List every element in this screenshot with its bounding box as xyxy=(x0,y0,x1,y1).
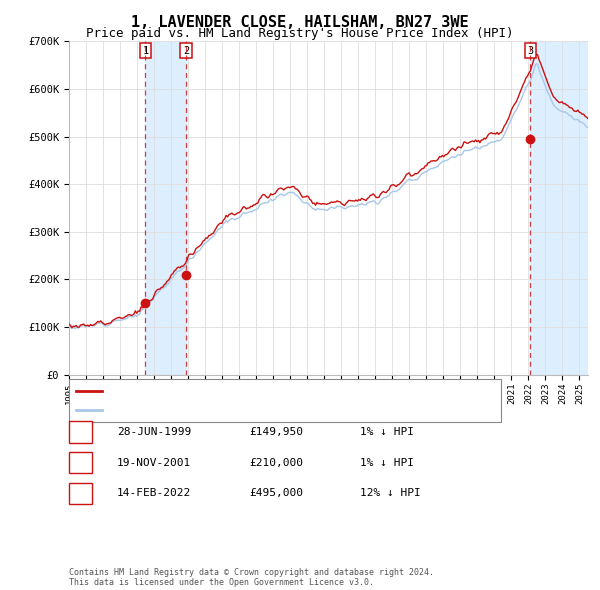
Bar xyxy=(530,41,588,375)
Text: Price paid vs. HM Land Registry's House Price Index (HPI): Price paid vs. HM Land Registry's House … xyxy=(86,27,514,40)
Text: 2: 2 xyxy=(77,458,84,467)
Text: 2: 2 xyxy=(183,46,189,56)
Text: 28-JUN-1999: 28-JUN-1999 xyxy=(117,427,191,437)
Text: 19-NOV-2001: 19-NOV-2001 xyxy=(117,458,191,467)
Text: £210,000: £210,000 xyxy=(249,458,303,467)
Text: HPI: Average price, detached house, Wealden: HPI: Average price, detached house, Weal… xyxy=(106,405,364,415)
Text: 3: 3 xyxy=(527,46,533,56)
Text: 1: 1 xyxy=(142,46,149,56)
Bar xyxy=(145,41,186,375)
Text: Contains HM Land Registry data © Crown copyright and database right 2024.
This d: Contains HM Land Registry data © Crown c… xyxy=(69,568,434,587)
Text: £495,000: £495,000 xyxy=(249,489,303,498)
Text: 1, LAVENDER CLOSE, HAILSHAM, BN27 3WE: 1, LAVENDER CLOSE, HAILSHAM, BN27 3WE xyxy=(131,15,469,30)
Text: 14-FEB-2022: 14-FEB-2022 xyxy=(117,489,191,498)
Text: 1, LAVENDER CLOSE, HAILSHAM, BN27 3WE (detached house): 1, LAVENDER CLOSE, HAILSHAM, BN27 3WE (d… xyxy=(106,386,430,396)
Text: 1% ↓ HPI: 1% ↓ HPI xyxy=(360,427,414,437)
Text: 12% ↓ HPI: 12% ↓ HPI xyxy=(360,489,421,498)
Text: £149,950: £149,950 xyxy=(249,427,303,437)
Text: 3: 3 xyxy=(77,489,84,498)
Text: 1% ↓ HPI: 1% ↓ HPI xyxy=(360,458,414,467)
Text: 1: 1 xyxy=(77,427,84,437)
